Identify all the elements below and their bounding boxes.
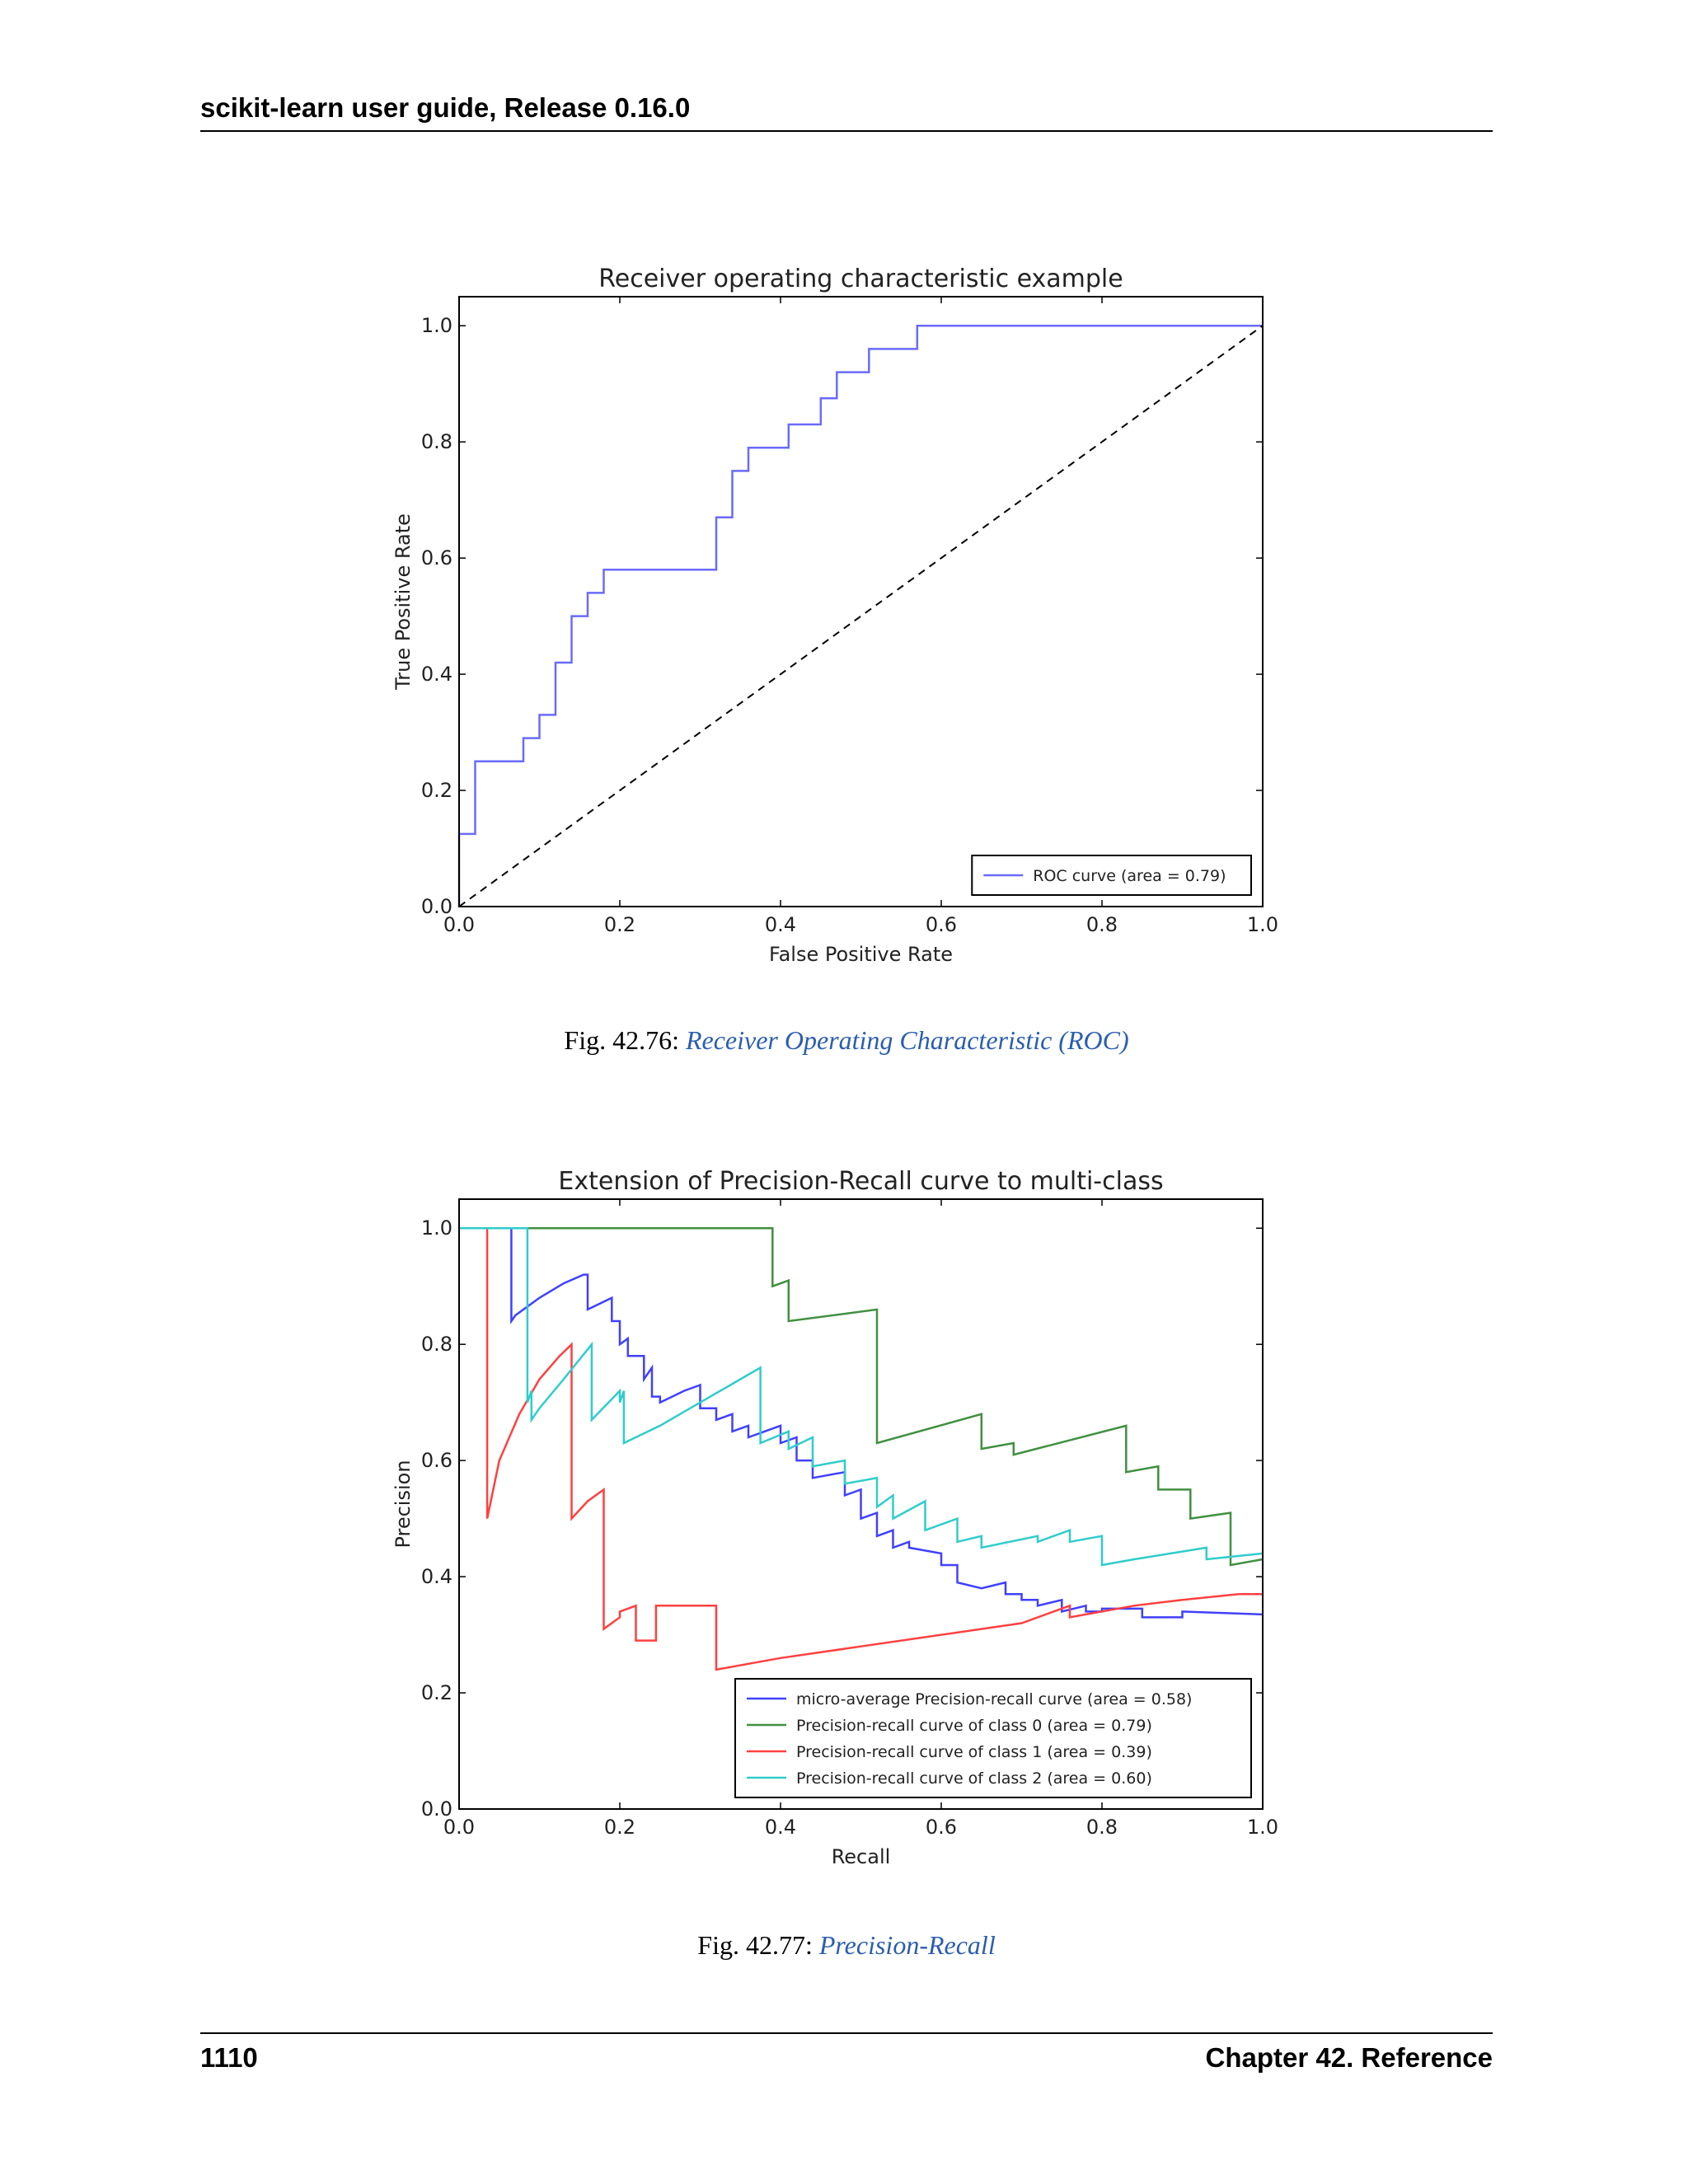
running-title: scikit-learn user guide, Release 0.16.0 (200, 92, 691, 123)
x-tick-label: 0.0 (443, 1816, 475, 1839)
x-tick-label: 0.2 (604, 1816, 635, 1839)
x-tick-label: 1.0 (1247, 1816, 1278, 1839)
y-tick-label: 0.8 (421, 430, 452, 453)
plot-area (459, 297, 1263, 907)
series-line-1 (459, 1226, 1264, 1567)
roc-figure: Receiver operating characteristic exampl… (371, 255, 1319, 981)
chapter-title: Chapter 42. Reference (1205, 2042, 1493, 2073)
figure-caption-precision-recall: Fig. 42.77: Precision-Recall (200, 1929, 1493, 1961)
caption-link-roc[interactable]: Receiver Operating Characteristic (ROC) (685, 1025, 1129, 1055)
y-tick-label: 0.6 (421, 546, 452, 569)
y-tick-label: 0.4 (421, 1565, 452, 1588)
x-tick-label: 0.4 (765, 1816, 796, 1839)
legend-label: Precision-recall curve of class 1 (area … (796, 1743, 1152, 1761)
precision-recall-figure: Extension of Precision-Recall curve to m… (371, 1158, 1319, 1883)
chart-title: Receiver operating characteristic exampl… (598, 265, 1123, 293)
precision-recall-chart: Extension of Precision-Recall curve to m… (392, 1167, 1278, 1868)
page-number: 1110 (200, 2042, 258, 2073)
x-tick-label: 0.6 (926, 913, 957, 936)
roc-chart: Receiver operating characteristic exampl… (392, 265, 1278, 966)
legend-label: micro-average Precision-recall curve (ar… (796, 1690, 1192, 1708)
series-line-0 (459, 1226, 1264, 1619)
y-tick-label: 0.0 (421, 1797, 452, 1821)
series-line-3 (459, 1226, 1264, 1567)
y-tick-label: 1.0 (421, 1216, 452, 1240)
y-axis-label: True Positive Rate (392, 513, 415, 691)
chart-title: Extension of Precision-Recall curve to m… (558, 1167, 1163, 1196)
caption-link-precision-recall[interactable]: Precision-Recall (818, 1930, 996, 1960)
figure-caption-roc: Fig. 42.76: Receiver Operating Character… (200, 1024, 1493, 1057)
y-tick-label: 0.4 (421, 663, 452, 686)
plot-frame (458, 1198, 1264, 1810)
y-tick-label: 0.8 (421, 1333, 452, 1356)
series-line-0 (457, 324, 1263, 907)
x-axis-label: Recall (832, 1845, 891, 1868)
x-tick-label: 0.4 (765, 913, 796, 936)
legend-box (734, 1678, 1252, 1798)
page-header: scikit-learn user guide, Release 0.16.0 (200, 92, 1493, 132)
x-tick-label: 0.8 (1086, 913, 1118, 936)
x-tick-label: 1.0 (1247, 913, 1278, 936)
series-line-2 (459, 1226, 1263, 1671)
y-axis-label: Precision (392, 1460, 415, 1548)
series-line-1 (458, 325, 1264, 907)
x-axis-label: False Positive Rate (769, 943, 953, 966)
x-tick-label: 0.2 (604, 913, 635, 936)
x-tick-label: 0.8 (1086, 1816, 1118, 1839)
x-tick-label: 0.0 (443, 913, 475, 936)
y-tick-label: 0.2 (421, 1681, 452, 1704)
y-tick-label: 1.0 (421, 314, 452, 337)
legend-label: Precision-recall curve of class 2 (area … (796, 1769, 1152, 1788)
footer-rule (200, 2032, 1493, 2034)
caption-label: Fig. 42.77: (697, 1930, 819, 1960)
x-tick-label: 0.6 (926, 1816, 957, 1839)
legend-label: Precision-recall curve of class 0 (area … (796, 1717, 1152, 1735)
y-tick-label: 0.0 (421, 895, 452, 918)
plot-frame (458, 296, 1264, 907)
y-tick-label: 0.6 (421, 1449, 452, 1472)
legend-label: ROC curve (area = 0.79) (1033, 867, 1226, 885)
caption-label: Fig. 42.76: (564, 1025, 686, 1055)
y-tick-label: 0.2 (421, 779, 452, 802)
